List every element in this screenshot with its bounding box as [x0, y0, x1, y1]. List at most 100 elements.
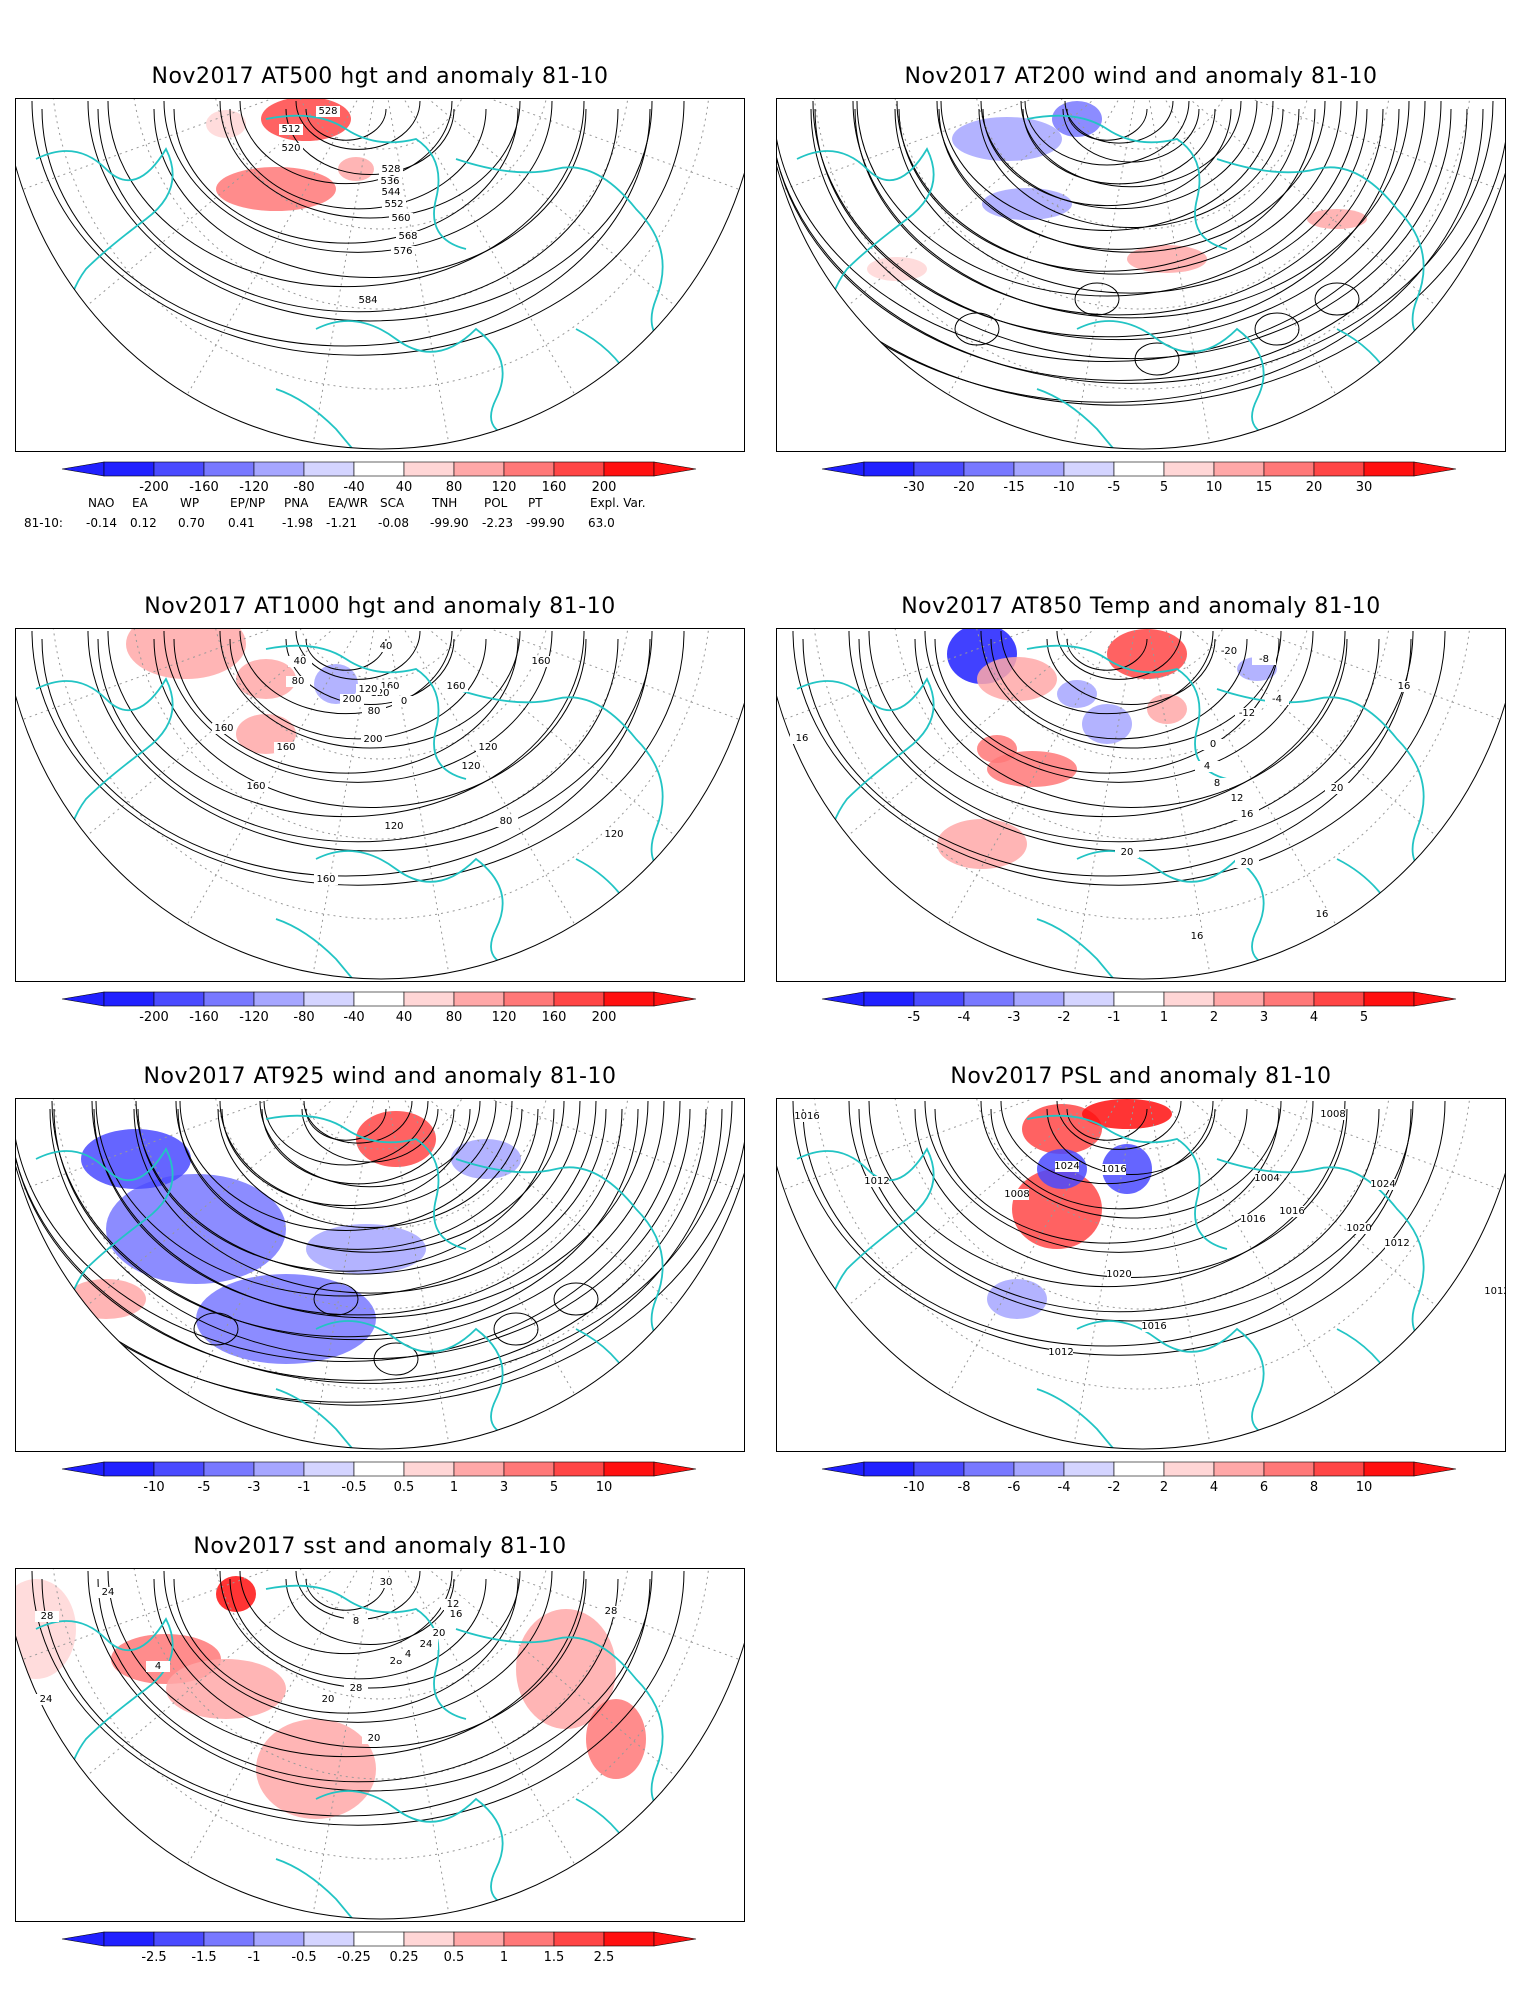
contour-line: [1066, 638, 1148, 671]
contour-label: 16: [1316, 909, 1329, 920]
colorbar-swatch: [553, 991, 605, 1007]
contour-label: 16: [1398, 681, 1411, 692]
projection-boundary: [16, 695, 744, 980]
contour-label-bg: [374, 641, 398, 652]
contour-label-bg: [1201, 739, 1225, 750]
anomaly-shading: [236, 659, 296, 699]
index-name: NAO: [88, 496, 115, 510]
contour-label-bg: [391, 246, 415, 257]
colorbar-arrow-left: [61, 1461, 105, 1477]
contour-label-bg: [1321, 1109, 1345, 1120]
contour-label-bg: [1385, 1238, 1409, 1249]
contour-label: 1016: [1279, 1206, 1304, 1217]
contour-label-bg: [1195, 761, 1219, 772]
anomaly-shading: [166, 1659, 286, 1719]
colorbar: -200 -160 -120 -80 -40 40 80 120 160 200: [60, 460, 700, 500]
anomaly-shading: [1052, 101, 1102, 137]
contour-line: [239, 630, 453, 715]
colorbar-swatch: [303, 461, 355, 477]
coastline: [1216, 158, 1468, 360]
colorbar-swatch: [913, 991, 965, 1007]
contour-label-bg: [1107, 1269, 1131, 1280]
contour-line: [163, 1570, 553, 1723]
contour-label-bg: [602, 829, 626, 840]
contour-line: [163, 630, 553, 783]
contour-label-bg: [374, 1577, 398, 1588]
coastline: [796, 677, 935, 890]
projection-boundary: [16, 1165, 744, 1450]
colorbar: -10 -5 -3 -1 -0.5 0.5 1 3 5 10: [60, 1460, 700, 1500]
colorbar-swatch: [1163, 1461, 1215, 1477]
graticule-meridian: [16, 629, 382, 734]
coastline: [1336, 328, 1478, 422]
contour-label: 1016: [1240, 1214, 1265, 1225]
colorbar-swatch: [503, 1461, 555, 1477]
colorbar-tick-label: 6: [1260, 1480, 1268, 1495]
coastline: [35, 1147, 174, 1360]
coastline: [575, 1798, 717, 1892]
colorbar-tick-label: 80: [446, 1010, 463, 1025]
contour-line: [1000, 630, 1214, 715]
colorbar-svg: -10 -8 -6 -4 -2 2 4 6 8 10: [821, 1461, 1457, 1495]
colorbar-tick-label: -1: [248, 1950, 261, 1965]
map-frame: 512 520 528 528 536 544 552 560 568 576 584: [15, 98, 745, 452]
colorbar-tick-label: 4: [1210, 1480, 1218, 1495]
contour-label-bg: [444, 1609, 468, 1620]
contour-label: 20: [1241, 857, 1254, 868]
contour-label: -12: [1239, 708, 1255, 719]
coastline: [275, 1858, 357, 1919]
contour-line: [295, 100, 421, 150]
colorbar-tick-label: 2: [1210, 1010, 1218, 1025]
contour-label-bg: [396, 231, 420, 242]
graticule-meridian: [1141, 1099, 1465, 1330]
contour-line: [858, 638, 1380, 843]
colorbar-tick-label: -120: [239, 480, 269, 495]
index-name: SCA: [380, 496, 405, 510]
coastline: [275, 1388, 357, 1449]
index-name: EA/WR: [328, 496, 369, 510]
contour-label: 0: [1210, 739, 1216, 750]
contour-label: 80: [368, 706, 381, 717]
colorbar-tick-label: -2: [1058, 1010, 1071, 1025]
map-frame: 4016080200160400120801602001201601601201…: [15, 628, 745, 982]
coastline: [455, 1628, 707, 1830]
colorbar-swatch: [353, 1461, 405, 1477]
colorbar-swatch: [1363, 461, 1415, 477]
colorbar-tick-label: -4: [1058, 1480, 1071, 1495]
graticule-meridian: [931, 1099, 1143, 1423]
graticule-meridian: [170, 1569, 382, 1893]
contour-label-bg: [361, 734, 385, 745]
index-value: 0.70: [178, 516, 205, 530]
anomaly-shading: [338, 157, 374, 181]
panel-title: Nov2017 sst and anomaly 81-10: [193, 1534, 567, 1559]
contour-label: 12: [447, 1599, 460, 1610]
colorbar-swatch: [1313, 991, 1365, 1007]
projection-boundary: [16, 165, 744, 450]
index-name: EA: [132, 496, 148, 510]
colorbar-tick-label: 1: [500, 1950, 508, 1965]
contour-label-bg: [427, 1628, 451, 1639]
colorbar-swatch: [303, 991, 355, 1007]
coastline: [315, 1790, 537, 1910]
colorbar-tick-label: -40: [343, 1010, 364, 1025]
streamline-eddy: [493, 1312, 539, 1346]
colorbar-swatch: [453, 1931, 505, 1947]
colorbar-swatch: [503, 461, 555, 477]
colorbar-tick-label: 0.25: [390, 1950, 419, 1965]
contour-label: 1012: [1384, 1238, 1409, 1249]
contour-line: [305, 638, 387, 671]
contour-line: [802, 1108, 1412, 1347]
streamline: [777, 100, 1494, 384]
graticule-meridian: [380, 99, 592, 423]
contour-label-bg: [35, 1611, 59, 1622]
colorbar-swatch: [1213, 991, 1265, 1007]
streamline: [217, 1108, 523, 1228]
colorbar-tick-label: 200: [592, 480, 617, 495]
contour-label-bg: [378, 176, 402, 187]
contour-label: 4: [1204, 761, 1210, 772]
colorbar-swatch: [603, 991, 655, 1007]
streamline-eddy: [1254, 312, 1300, 346]
colorbar-tick-label: 160: [542, 1010, 567, 1025]
colorbar-swatch: [203, 1461, 255, 1477]
contour-line: [31, 100, 685, 356]
